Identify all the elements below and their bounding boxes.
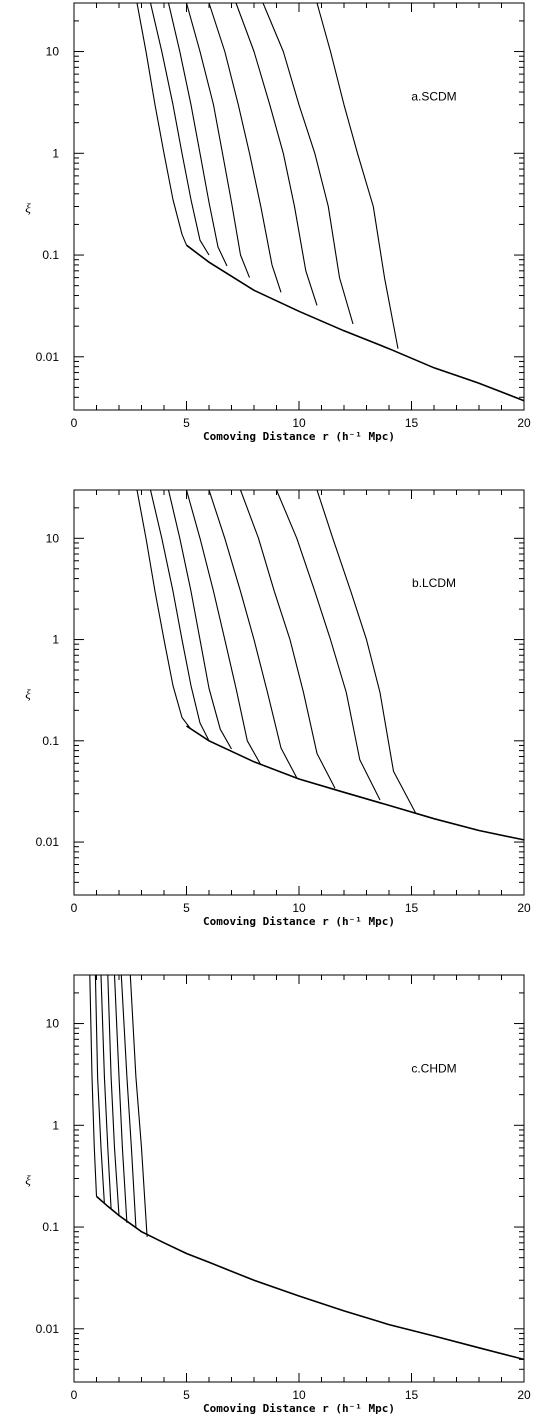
x-axis-label: Comoving Distance r (h⁻¹ Mpc) — [203, 915, 395, 928]
series-line-5 — [208, 3, 282, 293]
series-line-1 — [136, 3, 188, 246]
y-tick-label: 1 — [52, 146, 59, 160]
x-tick-label: 10 — [292, 901, 306, 915]
y-tick-label: 1 — [52, 1118, 59, 1132]
series-line-6 — [239, 490, 336, 789]
x-axis-label: Comoving Distance r (h⁻¹ Mpc) — [203, 430, 395, 443]
series-line-4 — [107, 975, 120, 1216]
series-line-4 — [185, 490, 262, 766]
series-line-4 — [185, 3, 251, 278]
series-line-7 — [275, 490, 381, 801]
series-line-2 — [149, 3, 210, 256]
y-tick-label: 0.1 — [42, 248, 59, 262]
x-tick-label: 0 — [71, 901, 78, 915]
y-tick-label: 0.01 — [36, 350, 60, 364]
envelope-curve — [186, 725, 524, 841]
y-tick-label: 10 — [46, 531, 60, 545]
series-line-6 — [120, 975, 137, 1228]
series-line-3 — [100, 975, 112, 1210]
plot-frame — [73, 2, 525, 411]
panel-annotation: a.SCDM — [411, 90, 456, 104]
panel-annotation: c.CHDM — [411, 1062, 456, 1076]
x-tick-label: 10 — [292, 1388, 306, 1402]
y-tick-label: 10 — [46, 1017, 60, 1031]
series-line-1 — [89, 975, 98, 1197]
series-line-2 — [94, 975, 105, 1204]
y-tick-label: 0.01 — [36, 1322, 60, 1336]
series-line-7 — [262, 3, 354, 325]
y-tick-label: 1 — [52, 633, 59, 647]
y-tick-label: 0.1 — [42, 1220, 59, 1234]
x-tick-label: 20 — [517, 901, 531, 915]
series-line-5 — [208, 490, 298, 779]
x-tick-label: 10 — [292, 416, 306, 430]
series-line-8 — [316, 490, 417, 815]
series-line-3 — [167, 3, 228, 267]
y-axis-label: ξ — [25, 201, 31, 216]
series-line-3 — [167, 490, 232, 750]
x-tick-label: 15 — [405, 1388, 419, 1402]
series-line-1 — [136, 490, 192, 730]
series-line-7 — [129, 975, 148, 1237]
y-tick-label: 10 — [46, 45, 60, 59]
series-line-8 — [316, 3, 399, 349]
curves-group — [89, 975, 524, 1361]
curves-group — [136, 490, 524, 841]
curves-group — [136, 3, 524, 402]
y-axis-label: ξ — [25, 687, 31, 702]
x-tick-label: 0 — [71, 416, 78, 430]
series-line-5 — [113, 975, 128, 1223]
x-tick-label: 0 — [71, 1388, 78, 1402]
x-tick-label: 15 — [405, 901, 419, 915]
series-line-2 — [149, 490, 210, 742]
x-tick-label: 5 — [183, 901, 190, 915]
y-axis-label: ξ — [25, 1173, 31, 1188]
x-axis-label: Comoving Distance r (h⁻¹ Mpc) — [203, 1402, 395, 1415]
plot-frame — [73, 489, 525, 896]
envelope-curve — [186, 244, 524, 402]
y-tick-label: 0.1 — [42, 734, 59, 748]
panel-annotation: b.LCDM — [412, 576, 456, 590]
series-line-6 — [235, 3, 318, 306]
x-tick-label: 15 — [405, 416, 419, 430]
y-tick-label: 0.01 — [36, 835, 60, 849]
envelope-curve — [95, 1195, 524, 1361]
x-tick-label: 20 — [517, 416, 531, 430]
x-tick-label: 5 — [183, 416, 190, 430]
plot-frame — [73, 974, 525, 1383]
x-tick-label: 20 — [517, 1388, 531, 1402]
x-tick-label: 5 — [183, 1388, 190, 1402]
